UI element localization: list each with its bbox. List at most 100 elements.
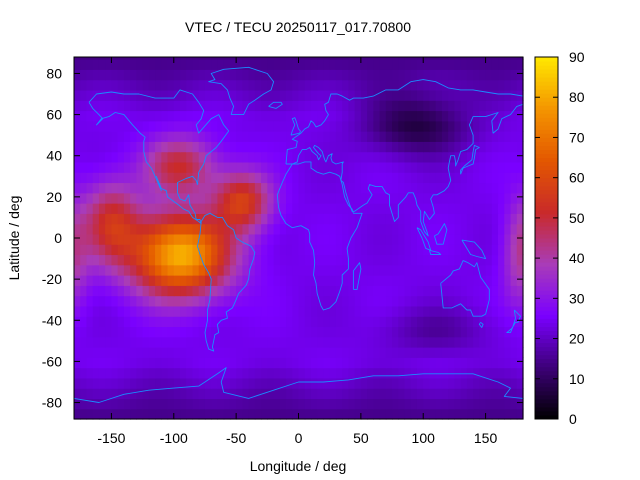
- colorbar-segment: [535, 246, 558, 251]
- heatmap-cell: [80, 347, 88, 358]
- heatmap-cell: [448, 285, 456, 297]
- heatmap-cell: [398, 233, 406, 245]
- heatmap-cell: [304, 244, 312, 256]
- heatmap-cell: [310, 89, 318, 101]
- heatmap-cell: [460, 244, 468, 256]
- heatmap-cell: [454, 408, 462, 420]
- heatmap-cell: [423, 161, 431, 173]
- heatmap-cell: [279, 120, 287, 132]
- heatmap-cell: [173, 295, 181, 307]
- heatmap-cell: [236, 233, 243, 245]
- heatmap-cell: [379, 233, 387, 245]
- heatmap-cell: [223, 295, 231, 307]
- heatmap-cell: [410, 213, 418, 225]
- heatmap-cell: [479, 161, 487, 173]
- heatmap-cell: [279, 305, 287, 317]
- heatmap-cell: [323, 161, 331, 173]
- heatmap-cell: [460, 151, 468, 163]
- x-tick-label: 50: [353, 430, 369, 446]
- heatmap-cell: [86, 305, 94, 317]
- heatmap-cell: [392, 264, 399, 276]
- heatmap-cell: [441, 131, 449, 142]
- heatmap-cell: [348, 192, 356, 204]
- colorbar-segment: [535, 77, 558, 82]
- heatmap-cell: [204, 398, 212, 410]
- heatmap-cell: [448, 182, 456, 194]
- heatmap-cell: [498, 57, 505, 60]
- heatmap-cell: [148, 357, 156, 369]
- heatmap-cell: [498, 59, 505, 70]
- heatmap-cell: [180, 161, 187, 173]
- heatmap-cell: [479, 89, 487, 101]
- heatmap-cell: [261, 357, 268, 369]
- heatmap-cell: [167, 69, 175, 81]
- heatmap-cell: [211, 264, 219, 276]
- heatmap-cell: [429, 69, 437, 81]
- heatmap-cell: [192, 57, 200, 60]
- heatmap-cell: [479, 141, 487, 153]
- heatmap-cell: [248, 120, 256, 132]
- heatmap-cell: [204, 57, 212, 60]
- heatmap-cell: [367, 377, 374, 389]
- heatmap-cell: [385, 59, 393, 70]
- heatmap-cell: [136, 377, 144, 389]
- coastline: [461, 239, 487, 260]
- heatmap-cell: [317, 182, 325, 194]
- heatmap-cell: [204, 357, 212, 369]
- heatmap-cell: [254, 305, 262, 317]
- heatmap-cell: [304, 161, 312, 173]
- heatmap-cell: [329, 89, 337, 101]
- heatmap-cell: [466, 264, 474, 276]
- heatmap-cell: [92, 357, 100, 369]
- heatmap-cell: [423, 59, 431, 70]
- heatmap-cell: [429, 110, 437, 122]
- heatmap-cell: [342, 223, 349, 235]
- heatmap-cell: [454, 377, 462, 389]
- heatmap-cell: [204, 316, 212, 328]
- heatmap-cell: [229, 336, 237, 348]
- heatmap-cell: [342, 398, 349, 410]
- colorbar-segment: [535, 93, 558, 98]
- heatmap-cell: [92, 408, 100, 420]
- heatmap-cell: [329, 57, 337, 60]
- heatmap-cell: [310, 203, 318, 214]
- heatmap-cell: [292, 398, 300, 410]
- heatmap-cell: [117, 161, 125, 173]
- heatmap-cell: [498, 347, 505, 358]
- heatmap-cell: [286, 69, 293, 81]
- heatmap-cell: [504, 182, 512, 194]
- heatmap-cell: [130, 305, 137, 317]
- heatmap-cell: [86, 172, 94, 184]
- heatmap-cell: [498, 110, 505, 122]
- heatmap-cell: [279, 357, 287, 369]
- heatmap-cell: [74, 89, 81, 101]
- heatmap-cell: [74, 203, 81, 214]
- heatmap-cell: [273, 305, 281, 317]
- heatmap-cell: [74, 347, 81, 358]
- heatmap-cell: [473, 275, 480, 286]
- heatmap-cell: [123, 244, 131, 256]
- colorbar-segment: [535, 374, 558, 380]
- heatmap-cell: [342, 285, 349, 297]
- heatmap-cell: [105, 357, 113, 369]
- heatmap-cell: [173, 388, 181, 400]
- heatmap-cell: [448, 254, 456, 266]
- heatmap-cell: [105, 326, 113, 338]
- heatmap-cell: [98, 203, 106, 214]
- heatmap-cell: [74, 305, 81, 317]
- heatmap-cell: [279, 172, 287, 184]
- heatmap-cell: [173, 69, 181, 81]
- heatmap-cell: [429, 100, 437, 112]
- heatmap-cell: [242, 203, 250, 214]
- heatmap-cell: [136, 336, 144, 348]
- coastline: [285, 79, 524, 165]
- heatmap-cell: [398, 305, 406, 317]
- heatmap-cell: [423, 305, 431, 317]
- heatmap-cell: [136, 213, 144, 225]
- heatmap-cell: [466, 233, 474, 245]
- heatmap-cell: [373, 192, 381, 204]
- heatmap-cell: [74, 388, 81, 400]
- heatmap-cell: [279, 264, 287, 276]
- heatmap-cell: [510, 264, 518, 276]
- heatmap-cell: [279, 275, 287, 286]
